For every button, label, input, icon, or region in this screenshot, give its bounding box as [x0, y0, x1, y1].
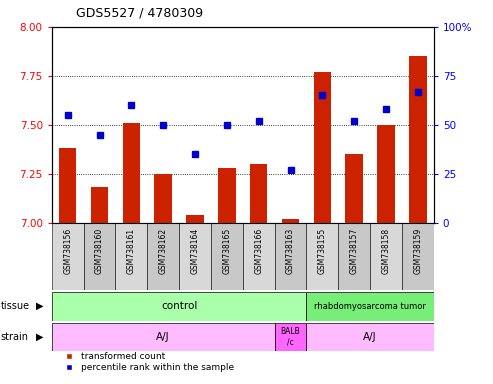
Text: GSM738164: GSM738164 — [190, 228, 200, 274]
Bar — [123, 123, 140, 223]
Text: tissue: tissue — [0, 301, 30, 311]
Text: GSM738159: GSM738159 — [414, 228, 423, 274]
Bar — [211, 223, 243, 290]
Bar — [52, 323, 275, 351]
Bar — [409, 56, 426, 223]
Text: GSM738163: GSM738163 — [286, 228, 295, 274]
Bar — [377, 125, 395, 223]
Text: GSM738160: GSM738160 — [95, 228, 104, 274]
Bar — [115, 223, 147, 290]
Bar — [307, 323, 434, 351]
Bar — [314, 72, 331, 223]
Text: GSM738161: GSM738161 — [127, 228, 136, 274]
Bar — [218, 168, 236, 223]
Bar — [307, 292, 434, 321]
Text: rhabdomyosarcoma tumor: rhabdomyosarcoma tumor — [314, 302, 426, 311]
Bar — [370, 223, 402, 290]
Text: strain: strain — [0, 332, 29, 342]
Bar — [275, 223, 307, 290]
Text: ▶: ▶ — [35, 301, 43, 311]
Bar — [147, 223, 179, 290]
Text: GSM738165: GSM738165 — [222, 228, 231, 274]
Bar — [154, 174, 172, 223]
Text: GSM738166: GSM738166 — [254, 228, 263, 274]
Bar — [243, 223, 275, 290]
Bar — [250, 164, 268, 223]
Text: A/J: A/J — [156, 332, 170, 342]
Bar — [346, 154, 363, 223]
Bar — [282, 219, 299, 223]
Text: ▶: ▶ — [35, 332, 43, 342]
Bar — [52, 223, 84, 290]
Bar — [84, 223, 115, 290]
Text: GSM738162: GSM738162 — [159, 228, 168, 274]
Bar — [402, 223, 434, 290]
Text: GSM738156: GSM738156 — [63, 228, 72, 274]
Bar — [52, 292, 307, 321]
Text: BALB
/c: BALB /c — [281, 327, 300, 347]
Bar — [59, 148, 76, 223]
Text: GDS5527 / 4780309: GDS5527 / 4780309 — [76, 6, 204, 19]
Text: A/J: A/J — [363, 332, 377, 342]
Text: GSM738158: GSM738158 — [382, 228, 390, 274]
Bar — [179, 223, 211, 290]
Bar — [307, 223, 338, 290]
Text: control: control — [161, 301, 197, 311]
Legend: transformed count, percentile rank within the sample: transformed count, percentile rank withi… — [56, 349, 238, 376]
Bar — [186, 215, 204, 223]
Bar — [91, 187, 108, 223]
Bar — [275, 323, 307, 351]
Text: GSM738157: GSM738157 — [350, 228, 359, 274]
Text: GSM738155: GSM738155 — [318, 228, 327, 274]
Bar — [338, 223, 370, 290]
